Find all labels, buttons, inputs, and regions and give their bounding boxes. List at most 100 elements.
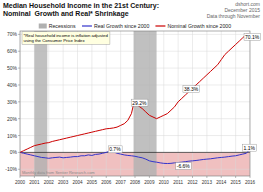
- tick-label: 2015: [231, 180, 242, 185]
- title: Nominal Growth and Real* Shrinkage: [3, 10, 129, 18]
- tick-mark: [163, 176, 164, 178]
- annotation: 0.7%: [108, 146, 122, 153]
- tick-label: 2002: [44, 180, 55, 185]
- tick-mark: [48, 176, 49, 178]
- annotation-box: [108, 146, 122, 153]
- tick-mark: [18, 51, 20, 52]
- grid-line: [163, 31, 164, 176]
- tick-mark: [106, 176, 107, 178]
- tick-mark: [18, 135, 20, 136]
- grid-line: [91, 31, 92, 176]
- annotation-box: [176, 162, 192, 169]
- plot-background: [20, 31, 250, 176]
- annotation: 1.1%: [243, 144, 257, 151]
- tick-mark: [206, 176, 207, 178]
- grid-line: [206, 31, 207, 176]
- title: Median Household Income in the 21st Cent…: [3, 2, 159, 10]
- tick-mark: [135, 176, 136, 178]
- grid-line: [48, 31, 49, 176]
- tick-label: 2006: [101, 180, 112, 185]
- tick-mark: [235, 176, 236, 178]
- grid-line: [63, 31, 64, 176]
- annotation: 70.1%: [244, 33, 261, 40]
- plot-area: [20, 31, 250, 176]
- legend-swatch: [39, 24, 47, 29]
- tick-mark: [178, 176, 179, 178]
- annotation-box: [183, 86, 200, 93]
- tick-label: -10%: [5, 166, 17, 172]
- tick-label: 2004: [72, 180, 83, 185]
- tick-mark: [250, 176, 251, 178]
- legend-swatch: [82, 25, 92, 26]
- tick-mark: [63, 176, 64, 178]
- grid-line: [106, 31, 107, 176]
- grid-line: [178, 31, 179, 176]
- tick-mark: [34, 176, 35, 178]
- tick-mark: [18, 169, 20, 170]
- tick-label: 2010: [159, 180, 170, 185]
- tick-label: 2013: [202, 180, 213, 185]
- annotation-text: 1.1%: [244, 145, 256, 151]
- tick-label: 2014: [216, 180, 227, 185]
- tick-mark: [18, 118, 20, 119]
- plot-frame: [20, 31, 250, 176]
- legend-label: Real Growth since 2000: [94, 23, 149, 29]
- series-line: [20, 151, 249, 164]
- tick-mark: [77, 176, 78, 178]
- recession-band: [34, 31, 47, 176]
- tick-label: 2009: [144, 180, 155, 185]
- tick-label: 2016: [245, 180, 256, 185]
- tick-mark: [221, 176, 222, 178]
- annotation-text: 38.3%: [184, 86, 199, 92]
- grid-line: [77, 31, 78, 176]
- annotation-box: [244, 33, 261, 40]
- tick-label: 20%: [7, 116, 18, 122]
- annotation-box: [243, 144, 257, 151]
- tick-mark: [18, 34, 20, 35]
- tick-mark: [18, 68, 20, 69]
- tick-label: 2001: [29, 180, 40, 185]
- tick-mark: [20, 176, 21, 178]
- legend-label: Nominal Growth since 2000: [167, 23, 231, 29]
- annotation-text: -6.6%: [177, 163, 191, 169]
- tick-mark: [192, 176, 193, 178]
- tick-label: 70%: [7, 31, 18, 37]
- zero-line: [20, 152, 250, 153]
- tick-mark: [149, 176, 150, 178]
- annotation-text: 0.7%: [109, 146, 121, 152]
- annotation-text: 29.2%: [132, 100, 147, 106]
- tick-label: 2000: [15, 180, 26, 185]
- grid-line: [235, 31, 236, 176]
- tick-mark: [18, 84, 20, 85]
- tick-label: 2005: [87, 180, 98, 185]
- tick-mark: [120, 176, 121, 178]
- annotation: 29.2%: [131, 99, 148, 106]
- note: *Real household income is inflation adju…: [22, 32, 110, 44]
- tick-label: 10%: [7, 133, 18, 139]
- grid-line: [192, 31, 193, 176]
- grid-line: [221, 31, 222, 176]
- note-box: [22, 32, 110, 44]
- tick-label: 2011: [173, 180, 183, 185]
- legend-label: Recessions: [49, 23, 76, 29]
- annotation-box: [131, 99, 148, 106]
- subtitle: Data through November: [207, 13, 261, 19]
- source: Monthly data from Sentier Research.com: [22, 170, 95, 175]
- tick-label: 2012: [187, 180, 198, 185]
- annotation: -6.6%: [176, 162, 192, 169]
- tick-label: 40%: [7, 82, 18, 88]
- legend-swatch: [155, 25, 165, 26]
- tick-mark: [18, 152, 20, 153]
- annotation: 38.3%: [183, 86, 200, 93]
- series-line: [20, 34, 249, 152]
- tick-label: 0%: [10, 149, 18, 155]
- annotation-text: 70.1%: [245, 34, 260, 40]
- tick-mark: [18, 101, 20, 102]
- tick-mark: [91, 176, 92, 178]
- tick-label: 60%: [7, 48, 18, 54]
- note-text: using the Consumer Price Index: [24, 38, 86, 43]
- tick-label: 2003: [58, 180, 69, 185]
- tick-label: 50%: [7, 65, 18, 71]
- tick-label: 2008: [130, 180, 141, 185]
- legend: Recessions Real Growth since 2000 Nominal …: [39, 23, 232, 29]
